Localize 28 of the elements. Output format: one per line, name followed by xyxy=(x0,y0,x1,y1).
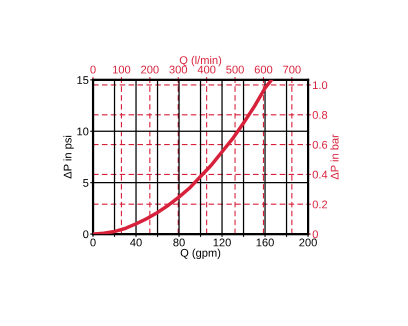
x2-axis-title: Q (l/min) xyxy=(180,56,222,66)
y2-tick-label: 0.6 xyxy=(312,140,328,149)
x-tick-label: 40 xyxy=(130,238,142,246)
y2-tick-label: 1.0 xyxy=(313,81,328,90)
y-tick-label: 15 xyxy=(77,76,88,84)
x-tick-label: 120 xyxy=(214,238,231,246)
x-tick-label: 0 xyxy=(90,238,96,246)
y-tick-label: 0 xyxy=(83,230,88,238)
y-tick-label: 5 xyxy=(83,179,88,187)
y2-axis-title: ΔP in bar xyxy=(330,134,339,180)
x2-tick-label: 600 xyxy=(254,66,272,74)
x-tick-label: 160 xyxy=(256,238,274,246)
x2-tick-label: 500 xyxy=(226,66,244,74)
y-axis-title: ΔP in psi xyxy=(63,136,74,178)
x-tick-label: 80 xyxy=(173,238,185,246)
x2-tick-label: 400 xyxy=(198,66,216,74)
y2-tick-label: 0.2 xyxy=(312,200,328,208)
x2-tick-label: 700 xyxy=(283,66,301,74)
x2-tick-label: 300 xyxy=(169,66,188,74)
y2-tick-label: 0 xyxy=(312,230,318,238)
x2-tick-label: 0 xyxy=(90,66,96,74)
y2-tick-label: 0.4 xyxy=(312,170,328,179)
x2-tick-label: 200 xyxy=(141,66,159,74)
x2-tick-label: 100 xyxy=(113,66,130,74)
y-tick-label: 10 xyxy=(77,128,88,136)
x-tick-label: 200 xyxy=(299,238,317,246)
y2-tick-label: 0.8 xyxy=(312,111,328,119)
x-axis-title: Q (gpm) xyxy=(180,248,220,259)
